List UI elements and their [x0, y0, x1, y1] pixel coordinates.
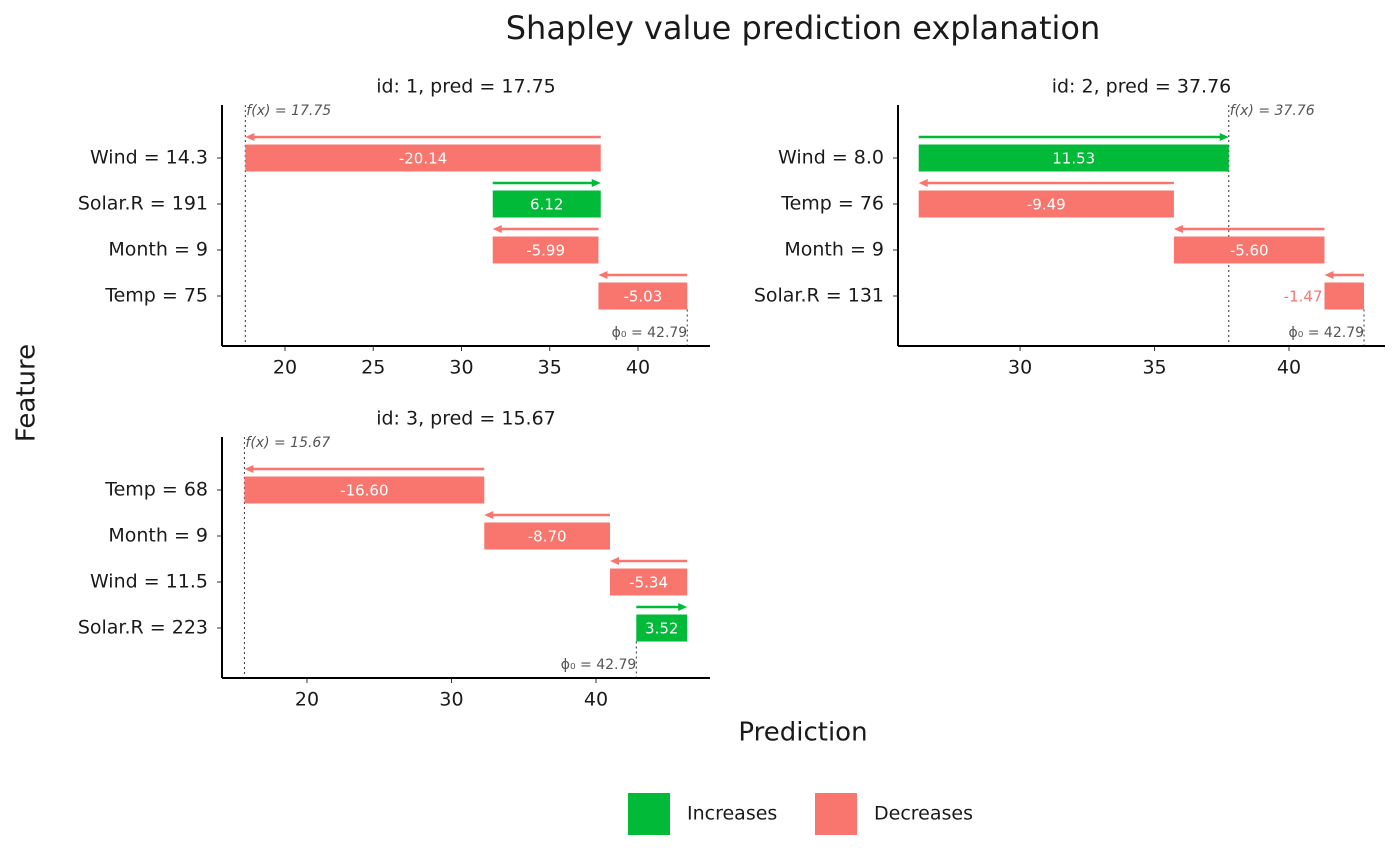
value-label: -20.14 [399, 150, 447, 168]
value-label: -5.03 [623, 288, 662, 306]
value-label: -5.60 [1230, 242, 1269, 260]
x-tick-label: 40 [1277, 357, 1301, 379]
x-tick-label: 25 [361, 357, 385, 379]
value-label: -16.60 [340, 482, 388, 500]
arrow-head [1324, 271, 1334, 279]
arrow-head [484, 511, 494, 519]
arrow-head [610, 557, 620, 565]
y-tick-label: Solar.R = 223 [78, 617, 208, 639]
x-tick-label: 30 [449, 357, 473, 379]
y-tick-label: Wind = 14.3 [90, 147, 208, 169]
x-tick-label: 30 [439, 689, 463, 711]
arrow-head [1173, 225, 1183, 233]
value-label: -9.49 [1027, 196, 1066, 214]
legend-label: Decreases [874, 803, 973, 825]
y-tick-label: Temp = 76 [780, 193, 884, 215]
y-tick-label: Solar.R = 191 [78, 193, 208, 215]
base-label: ϕ₀ = 42.79 [561, 657, 637, 673]
legend-swatch [815, 793, 857, 835]
y-tick-label: Solar.R = 131 [754, 285, 884, 307]
x-tick-label: 40 [626, 357, 650, 379]
value-label: 6.12 [530, 196, 563, 214]
bar [610, 568, 688, 596]
base-label: ϕ₀ = 42.79 [1288, 325, 1364, 341]
bar [1173, 236, 1325, 264]
arrow-head [244, 465, 254, 473]
value-label: -8.70 [528, 528, 567, 546]
panel-title: id: 2, pred = 37.76 [1052, 76, 1232, 98]
y-tick-label: Temp = 68 [104, 479, 208, 501]
value-label: -5.99 [526, 242, 565, 260]
legend-swatch [628, 793, 670, 835]
panel-title: id: 3, pred = 15.67 [376, 408, 556, 430]
arrow-head [591, 179, 601, 187]
bar [492, 236, 599, 264]
bar [244, 476, 485, 504]
arrow-head [598, 271, 608, 279]
arrow-head [1219, 133, 1229, 141]
arrow-head [492, 225, 502, 233]
x-tick-label: 20 [295, 689, 319, 711]
x-axis-label: Prediction [738, 718, 867, 748]
y-tick-label: Month = 9 [108, 525, 208, 547]
prediction-label: f(x) = 15.67 [245, 435, 330, 451]
x-tick-label: 35 [538, 357, 562, 379]
prediction-label: f(x) = 37.76 [1230, 103, 1315, 119]
prediction-label: f(x) = 17.75 [246, 103, 331, 119]
x-tick-label: 20 [273, 357, 297, 379]
bar [245, 144, 601, 172]
arrow-head [245, 133, 255, 141]
y-tick-label: Temp = 75 [104, 285, 208, 307]
base-label: ϕ₀ = 42.79 [612, 325, 688, 341]
y-tick-label: Month = 9 [784, 239, 884, 261]
bar [492, 190, 601, 218]
bar [918, 144, 1229, 172]
bar [598, 282, 688, 310]
value-label: 3.52 [645, 620, 678, 638]
y-tick-label: Wind = 8.0 [778, 147, 884, 169]
value-label: -5.34 [629, 574, 668, 592]
arrow-head [918, 179, 928, 187]
bar [1324, 282, 1365, 310]
x-tick-label: 40 [584, 689, 608, 711]
x-tick-label: 35 [1142, 357, 1166, 379]
legend-label: Increases [687, 803, 777, 825]
arrow-head [678, 603, 688, 611]
y-tick-label: Wind = 11.5 [90, 571, 208, 593]
y-axis-label: Feature [12, 344, 42, 442]
value-label: 11.53 [1052, 150, 1095, 168]
y-tick-label: Month = 9 [108, 239, 208, 261]
bar [484, 522, 611, 550]
value-label: -1.47 [1284, 288, 1323, 306]
x-tick-label: 30 [1008, 357, 1032, 379]
bar [918, 190, 1174, 218]
panel-title: id: 1, pred = 17.75 [376, 76, 556, 98]
chart-title: Shapley value prediction explanation [506, 9, 1101, 47]
bar [636, 614, 688, 642]
